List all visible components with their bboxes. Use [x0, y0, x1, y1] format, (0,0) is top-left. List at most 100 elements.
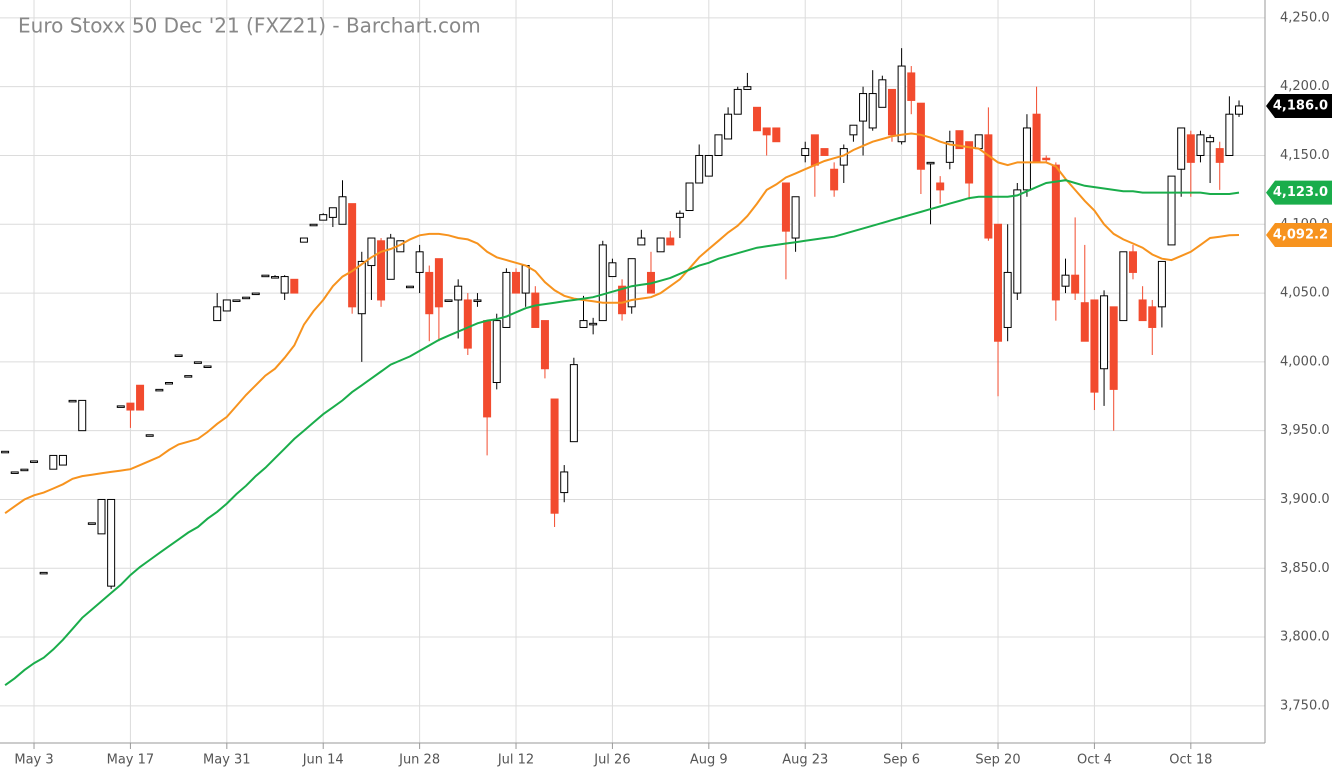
candle-body	[68, 399, 77, 403]
candle-body	[1138, 299, 1147, 322]
candle-body	[878, 79, 887, 108]
candle-body	[936, 182, 945, 191]
y-tick-label: 3,800.0	[1280, 630, 1330, 645]
x-tick-label: May 17	[107, 753, 155, 768]
candle-body	[608, 262, 617, 278]
candle-body	[290, 278, 299, 294]
candle-body	[39, 571, 48, 575]
candle-body	[791, 196, 800, 239]
candle-body	[1186, 134, 1195, 163]
candle-body	[637, 237, 646, 246]
candle-body	[733, 88, 742, 115]
candle-body	[762, 127, 771, 136]
candle-body	[579, 320, 588, 328]
candle-body	[434, 258, 443, 308]
candle-body	[897, 65, 906, 143]
candle-body	[521, 265, 530, 294]
candle-body	[724, 113, 733, 140]
candle-body	[1215, 148, 1224, 163]
candle-body	[830, 168, 839, 191]
candle-body	[348, 203, 357, 308]
candle-body	[1051, 164, 1060, 301]
x-tick-label: May 3	[14, 753, 53, 768]
x-tick-label: Jul 26	[593, 753, 630, 768]
candle-body	[145, 434, 154, 437]
candle-body	[540, 320, 549, 370]
candle-body	[1013, 189, 1022, 294]
candle-body	[328, 207, 337, 218]
candle-body	[704, 154, 713, 177]
y-tick-label: 3,750.0	[1280, 698, 1330, 713]
candle-body	[1032, 113, 1041, 163]
x-tick-label: Sep 20	[975, 753, 1020, 768]
candle-body	[309, 223, 318, 227]
candle-body	[271, 276, 280, 279]
ma-line	[4, 179, 1240, 687]
candle-body	[618, 285, 627, 315]
candle-body	[945, 141, 954, 163]
candle-body	[868, 93, 877, 129]
candle-body	[907, 72, 916, 101]
y-tick-label: 3,900.0	[1280, 492, 1330, 507]
x-tick-label: Oct 4	[1077, 753, 1112, 768]
candle-body	[1042, 157, 1051, 161]
last-value-badge	[1266, 180, 1332, 205]
candle-body	[695, 154, 704, 184]
candle-body	[1, 450, 10, 454]
candle-body	[58, 454, 67, 466]
candle-body	[10, 471, 19, 474]
y-tick-label: 4,250.0	[1280, 10, 1330, 25]
candle-body	[232, 299, 241, 302]
candle-body	[512, 271, 521, 294]
candle-body	[974, 134, 983, 150]
candle-body	[155, 388, 164, 392]
candle-body	[502, 271, 511, 328]
candle-body	[483, 320, 492, 418]
candle-body	[242, 296, 251, 300]
last-value-badge	[1266, 223, 1332, 248]
candle-body	[126, 402, 135, 411]
candle-body	[685, 182, 694, 212]
candle-body	[261, 274, 270, 278]
candle-body	[405, 285, 414, 289]
x-tick-label: Sep 6	[883, 753, 920, 768]
candle-body	[569, 364, 578, 443]
candle-body	[1022, 127, 1031, 191]
candle-body	[772, 127, 781, 143]
last-value-label: 4,092.2	[1273, 228, 1328, 243]
chart-title: Euro Stoxx 50 Dec '21 (FXZ21) - Barchart…	[18, 14, 481, 38]
candle-body	[1157, 260, 1166, 308]
candle-body	[473, 299, 482, 302]
candle-body	[801, 148, 810, 156]
candle-body	[820, 148, 829, 156]
candle-body	[20, 468, 29, 472]
candle-body	[560, 471, 569, 494]
candle-body	[107, 498, 116, 587]
candle-body	[1196, 134, 1205, 156]
x-tick-label: May 31	[203, 753, 251, 768]
candle-body	[357, 260, 366, 315]
candle-body	[136, 384, 145, 411]
x-tick-label: Jul 12	[497, 753, 534, 768]
x-tick-label: Jun 28	[398, 753, 440, 768]
candle-body	[926, 161, 935, 165]
candle-body	[174, 354, 183, 357]
candle-body	[425, 271, 434, 315]
candle-body	[222, 299, 231, 312]
candle-body	[30, 460, 39, 463]
candle-body	[1235, 105, 1244, 115]
candle-body	[675, 212, 684, 218]
candle-body	[1090, 299, 1099, 393]
candle-body	[1128, 251, 1137, 273]
candle-body	[280, 276, 289, 294]
candle-body	[463, 299, 472, 349]
candle-body	[1119, 251, 1128, 322]
candle-body	[377, 240, 386, 301]
y-tick-label: 4,150.0	[1280, 148, 1330, 163]
candle-body	[965, 141, 974, 184]
candle-body	[454, 285, 463, 301]
candle-body	[1003, 271, 1012, 328]
candle-body	[955, 130, 964, 150]
candle-body	[299, 237, 308, 243]
